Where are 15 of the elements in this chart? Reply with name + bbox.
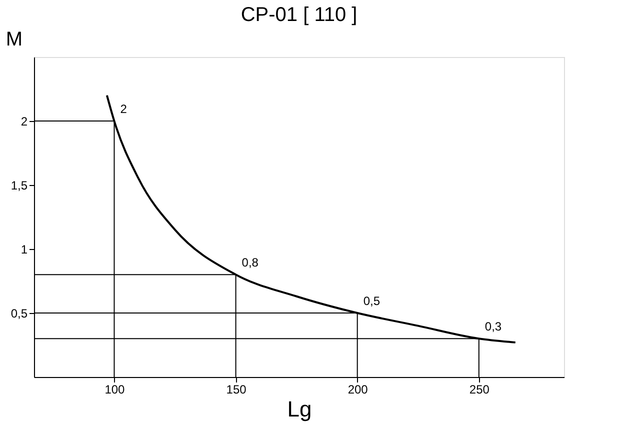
data-label: 0,8 (242, 256, 259, 270)
x-axis-title: Lg (287, 396, 312, 422)
chart-title: CP-01 [ 110 ] (240, 4, 358, 26)
x-tick-label: 200 (348, 382, 368, 396)
y-tick-label: 0,5 (10, 306, 28, 320)
x-tick-label: 100 (104, 382, 126, 396)
data-label: 2 (120, 102, 128, 116)
x-tick-label: 150 (226, 382, 247, 396)
y-tick-label: 1,5 (10, 178, 28, 192)
y-tick-label: 1 (20, 242, 28, 256)
data-label: 0,3 (484, 320, 502, 334)
y-axis-title: M (6, 28, 22, 50)
x-tick-label: 250 (469, 382, 490, 396)
data-label: 0,5 (363, 294, 380, 308)
y-tick-label: 2 (20, 114, 28, 128)
